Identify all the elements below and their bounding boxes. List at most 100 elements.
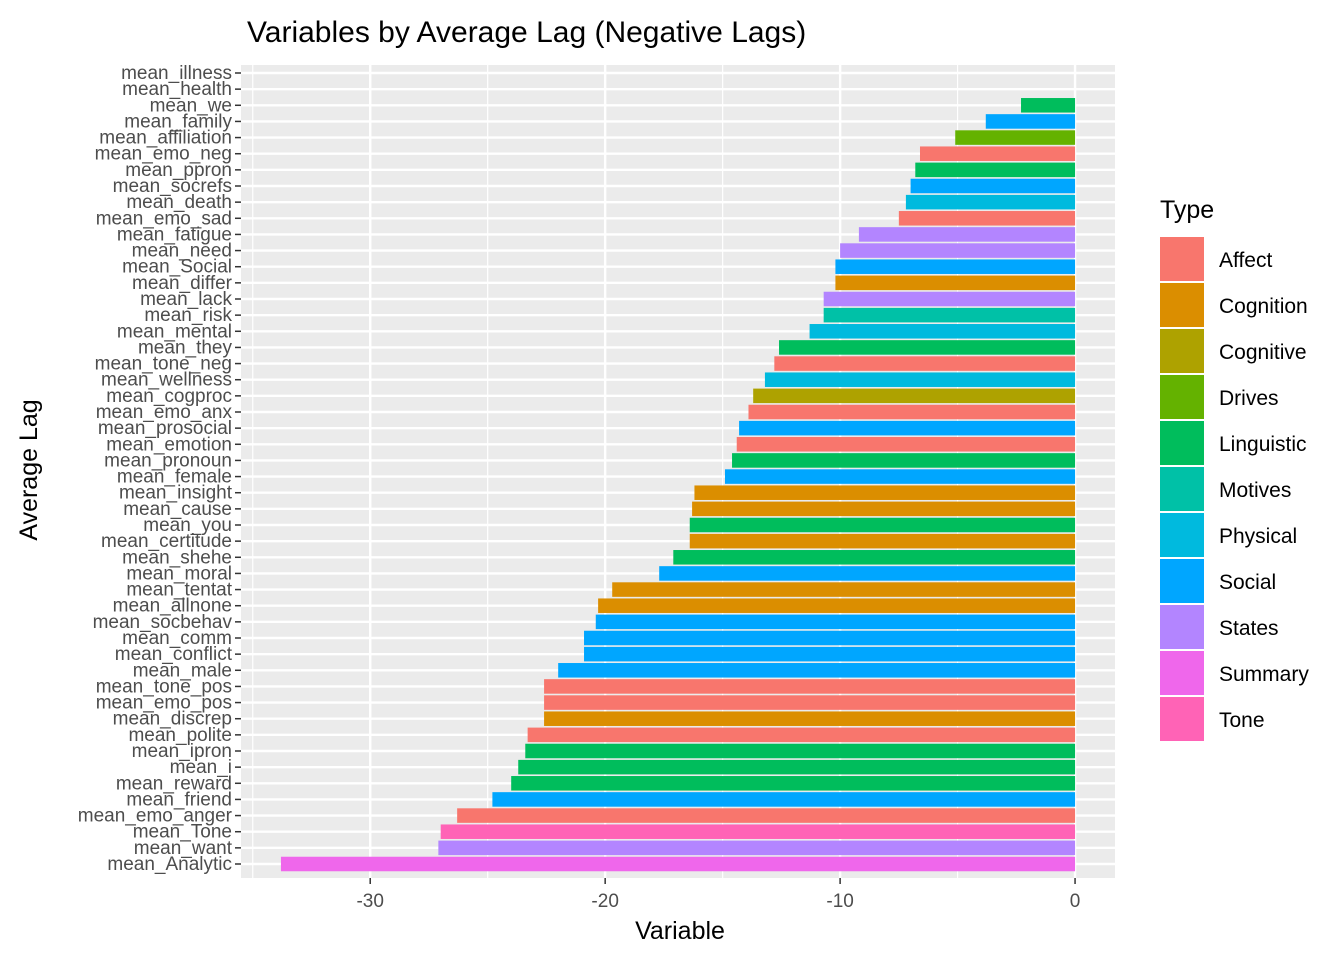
bar-mean_friend [492,792,1076,807]
bar-mean_Social [835,259,1076,274]
y-tick-label-mean_female: mean_female [117,467,232,488]
bar-mean_ppron [915,162,1076,178]
legend-label-cognition: Cognition [1219,295,1308,318]
y-tick-label-mean_family: mean_family [124,111,232,132]
y-tick-label-mean_emo_pos: mean_emo_pos [96,693,232,714]
y-tick-label-mean_emotion: mean_emotion [106,434,232,455]
bar-mean_tentat [612,582,1076,597]
bar-mean_cause [692,501,1076,517]
bar-mean_lack [823,291,1076,307]
y-tick-label-mean_moral: mean_moral [126,563,232,584]
y-tick-label-mean_polite: mean_polite [128,725,232,746]
y-tick-label-mean_fatigue: mean_fatigue [117,224,232,245]
bar-mean_wellness [764,372,1076,387]
legend-swatch-linguistic [1160,421,1204,465]
bar-mean_insight [694,485,1076,500]
y-tick-label-mean_want: mean_want [134,838,233,859]
y-tick-label-mean_emo_anx: mean_emo_anx [96,402,233,423]
bar-mean_comm [584,630,1076,646]
bar-mean_family [985,114,1076,129]
x-tick-label: -20 [591,891,618,912]
y-tick-label-mean_allnone: mean_allnone [113,596,232,617]
legend-label-states: States [1219,617,1279,640]
y-tick-label-mean_tone_neg: mean_tone_neg [95,354,232,375]
bar-mean_emotion [736,437,1076,452]
y-axis-ticks: mean_illnessmean_healthmean_wemean_famil… [78,63,241,875]
bar-mean_death [905,194,1076,210]
legend-label-drives: Drives [1219,387,1279,410]
bar-mean_male [558,663,1076,678]
bar-mean_certitude [689,533,1076,549]
y-tick-label-mean_insight: mean_insight [119,483,233,504]
y-tick-label-mean_ipron: mean_ipron [132,741,232,762]
legend-swatch-physical [1160,513,1204,557]
bar-mean_socrefs [910,178,1076,194]
y-tick-label-mean_tentat: mean_tentat [126,580,232,601]
legend: Type Affect Cognition Cognitive Drives Lingu… [1160,196,1309,741]
chart-title: Variables by Average Lag (Negative Lags) [247,16,806,49]
legend-label-cognitive: Cognitive [1219,341,1307,364]
bar-mean_Analytic [280,856,1076,872]
y-tick-label-mean_we: mean_we [150,95,232,116]
y-tick-label-mean_death: mean_death [126,192,232,213]
legend-swatch-tone [1160,697,1204,741]
bar-mean_pronoun [732,453,1076,468]
legend-swatch-cognitive [1160,329,1204,373]
bar-mean_shehe [673,550,1076,565]
bar-mean_emo_anx [748,404,1076,420]
y-tick-label-mean_Tone: mean_Tone [133,822,232,843]
legend-label-motives: Motives [1219,479,1291,502]
y-tick-label-mean_i: mean_i [170,757,232,778]
y-tick-label-mean_you: mean_you [143,515,232,536]
y-tick-label-mean_health: mean_health [122,79,232,100]
bar-mean_emo_neg [919,146,1076,161]
y-tick-label-mean_they: mean_they [138,337,233,358]
bar-mean_fatigue [858,227,1076,242]
bars [280,98,1076,872]
legend-label-physical: Physical [1219,525,1297,548]
bar-mean_female [724,469,1076,484]
bar-mean_prosocial [739,420,1076,436]
x-tick-label: -10 [826,891,853,912]
bar-mean_conflict [584,646,1076,662]
y-tick-label-mean_need: mean_need [132,241,232,262]
y-tick-label-mean_socrefs: mean_socrefs [113,176,232,197]
y-tick-label-mean_illness: mean_illness [121,63,232,84]
legend-swatch-motives [1160,467,1204,511]
x-axis-ticks: -30 -20 -10 0 [356,878,1080,912]
y-axis-title: Average Lag [15,399,43,540]
legend-swatch-affect [1160,237,1204,281]
bar-mean_discrep [544,711,1076,726]
bar-mean_emo_sad [898,211,1076,226]
bar-mean_they [779,340,1076,355]
legend-swatch-drives [1160,375,1204,419]
bar-mean_risk [823,307,1076,323]
bar-mean_i [518,759,1076,775]
y-tick-label-mean_prosocial: mean_prosocial [98,418,232,439]
legend-swatch-summary [1160,651,1204,695]
bar-mean_affiliation [955,130,1076,145]
y-tick-label-mean_discrep: mean_discrep [113,709,232,730]
y-tick-label-mean_emo_sad: mean_emo_sad [96,208,232,229]
bar-mean_polite [527,727,1076,743]
bar-mean_want [438,840,1076,856]
y-tick-label-mean_Analytic: mean_Analytic [107,854,232,875]
y-tick-label-mean_friend: mean_friend [126,789,232,810]
bar-mean_Tone [440,824,1076,839]
x-tick-label: 0 [1070,891,1081,912]
y-tick-label-mean_comm: mean_comm [122,628,232,649]
bar-mean_differ [835,275,1076,291]
y-tick-label-mean_male: mean_male [133,660,232,681]
legend-title: Type [1160,196,1214,224]
y-tick-label-mean_mental: mean_mental [117,321,232,342]
y-tick-label-mean_tone_pos: mean_tone_pos [96,676,232,697]
y-tick-label-mean_conflict: mean_conflict [115,644,233,665]
bar-mean_cogproc [753,388,1076,404]
bar-mean_tone_neg [774,356,1076,371]
legend-swatch-cognition [1160,283,1204,327]
y-tick-label-mean_lack: mean_lack [140,289,232,310]
y-tick-label-mean_risk: mean_risk [144,305,232,326]
y-tick-label-mean_cause: mean_cause [123,499,232,520]
bar-mean_tone_pos [544,679,1076,694]
